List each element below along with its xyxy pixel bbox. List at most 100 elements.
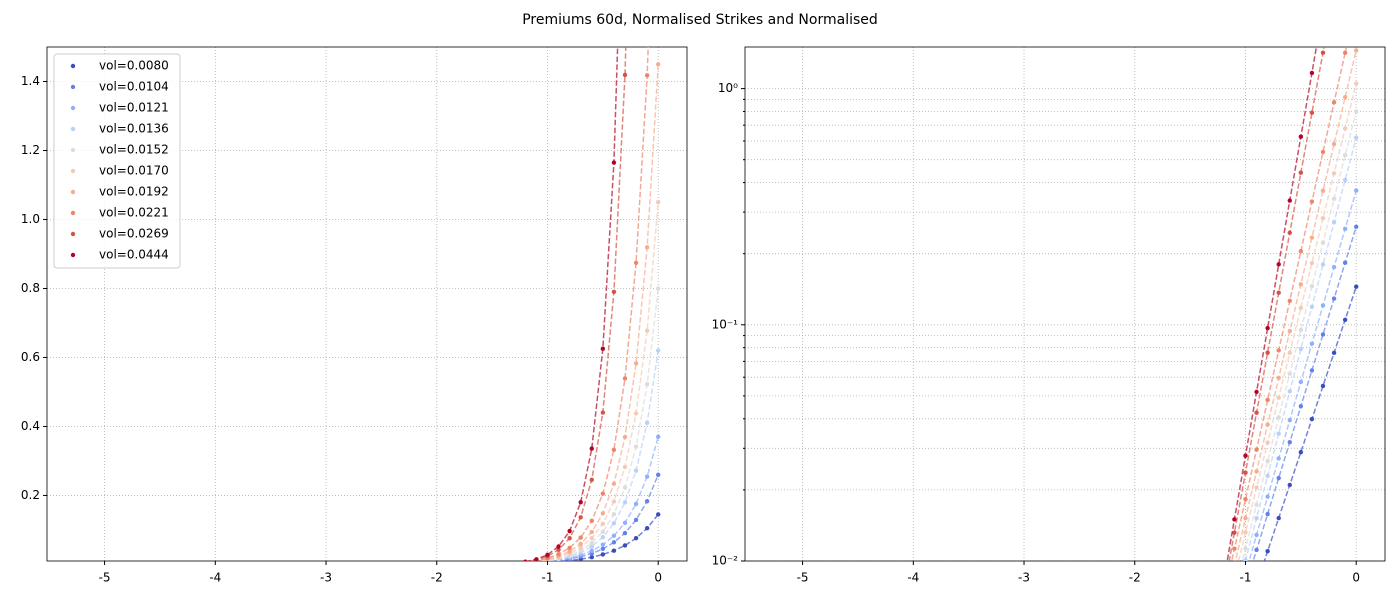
point bbox=[1331, 171, 1337, 176]
point bbox=[1309, 304, 1315, 309]
y-tick-label: 0.4 bbox=[21, 419, 40, 433]
axes-frame bbox=[46, 46, 688, 562]
point bbox=[600, 410, 606, 415]
point bbox=[1276, 415, 1281, 420]
x-tick-label: -4 bbox=[907, 571, 919, 585]
legend-marker bbox=[70, 189, 76, 195]
point bbox=[600, 511, 606, 516]
point bbox=[1254, 547, 1259, 553]
point bbox=[545, 552, 550, 558]
point bbox=[534, 557, 539, 561]
legend-marker bbox=[70, 168, 76, 174]
point bbox=[589, 555, 594, 560]
point bbox=[611, 447, 617, 452]
point bbox=[1309, 341, 1315, 346]
point bbox=[622, 376, 628, 381]
point bbox=[1221, 581, 1225, 585]
legend-label: vol=0.0104 bbox=[99, 80, 169, 94]
y-tick-label: 1.4 bbox=[21, 74, 40, 88]
point bbox=[1243, 470, 1248, 475]
point bbox=[1265, 440, 1270, 445]
point bbox=[578, 535, 583, 540]
point bbox=[600, 534, 606, 540]
point bbox=[656, 512, 661, 517]
legend-marker bbox=[70, 210, 76, 216]
point bbox=[1243, 558, 1248, 561]
x-tick-label: -5 bbox=[797, 571, 809, 585]
point bbox=[1254, 502, 1259, 507]
point bbox=[1298, 404, 1304, 409]
point bbox=[1298, 449, 1304, 455]
point bbox=[1254, 485, 1259, 490]
point bbox=[611, 499, 617, 504]
point bbox=[633, 444, 639, 449]
point bbox=[644, 382, 650, 387]
point bbox=[1320, 215, 1326, 221]
y-tick-label: 10⁰ bbox=[718, 81, 738, 95]
legend-marker bbox=[70, 147, 76, 153]
point bbox=[1354, 109, 1359, 114]
point bbox=[567, 545, 572, 551]
point bbox=[1276, 395, 1281, 400]
point bbox=[1331, 264, 1337, 270]
y-tick-label: 0.2 bbox=[21, 488, 40, 502]
point bbox=[1243, 546, 1248, 551]
point bbox=[611, 548, 617, 553]
point bbox=[1265, 397, 1270, 403]
point bbox=[556, 547, 561, 553]
point bbox=[1254, 582, 1258, 586]
point bbox=[589, 548, 594, 554]
point bbox=[611, 533, 617, 538]
point bbox=[656, 434, 661, 440]
point bbox=[1287, 328, 1292, 334]
point bbox=[1298, 305, 1304, 311]
legend-label: vol=0.0121 bbox=[99, 101, 169, 115]
point bbox=[1276, 348, 1281, 353]
point bbox=[1331, 141, 1337, 147]
y-tick-label: 0.8 bbox=[21, 281, 40, 295]
point bbox=[600, 346, 606, 351]
point bbox=[644, 420, 650, 426]
point bbox=[1331, 196, 1337, 202]
point bbox=[1232, 575, 1236, 579]
point bbox=[567, 535, 572, 541]
point bbox=[1254, 469, 1259, 474]
series-line bbox=[1237, 83, 1357, 561]
point bbox=[1287, 417, 1292, 423]
point bbox=[656, 348, 661, 353]
point bbox=[600, 521, 606, 527]
point bbox=[1265, 350, 1270, 355]
point bbox=[1221, 591, 1225, 595]
point bbox=[644, 328, 650, 333]
point bbox=[524, 560, 527, 561]
legend-label: vol=0.0136 bbox=[99, 122, 169, 136]
point bbox=[622, 72, 628, 78]
point bbox=[1331, 219, 1337, 225]
point bbox=[1342, 177, 1348, 183]
legend-marker bbox=[70, 105, 76, 111]
point bbox=[1298, 379, 1304, 385]
point bbox=[1254, 389, 1259, 395]
legend-marker bbox=[70, 63, 76, 69]
x-tick-label: -1 bbox=[542, 571, 554, 585]
point bbox=[622, 434, 628, 440]
legend-marker bbox=[70, 126, 76, 132]
point bbox=[633, 260, 639, 265]
point bbox=[1320, 240, 1326, 245]
legend: vol=0.0080 vol=0.0104 vol=0.0121 vol=0.0136… bbox=[53, 53, 181, 269]
point bbox=[611, 481, 617, 486]
point bbox=[589, 477, 594, 483]
point bbox=[644, 245, 650, 250]
point bbox=[622, 543, 628, 548]
x-tick-label: -5 bbox=[99, 571, 111, 585]
plot-area bbox=[523, 47, 661, 561]
point bbox=[611, 521, 617, 526]
point bbox=[633, 411, 639, 416]
point bbox=[656, 200, 661, 205]
point bbox=[1232, 517, 1237, 522]
point bbox=[589, 536, 594, 541]
point bbox=[1232, 563, 1236, 567]
plot-area bbox=[1221, 47, 1359, 595]
point bbox=[622, 530, 628, 536]
